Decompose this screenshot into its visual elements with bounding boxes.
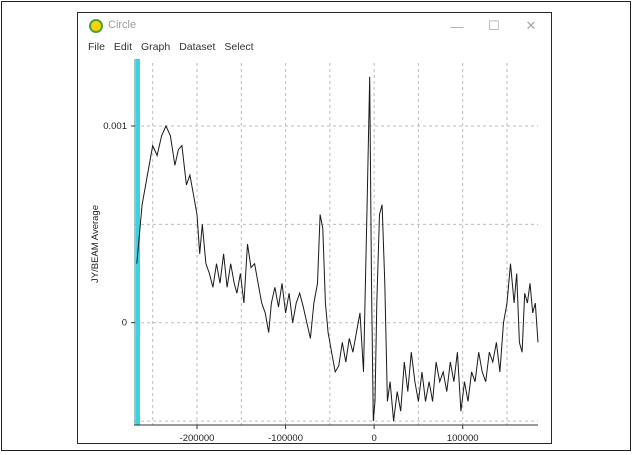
x-tick-label: 0 [371, 433, 376, 443]
plot-area[interactable]: -200000-10000001000000.0010FELO-HELJY/BE… [78, 55, 551, 455]
x-tick-label: 100000 [447, 433, 479, 443]
menu-edit[interactable]: Edit [113, 41, 133, 53]
x-tick-label: -200000 [180, 433, 215, 443]
y-axis-label: JY/BEAM Average [90, 205, 101, 283]
app-window: Circle — ☐ ✕ File Edit Graph Dataset Sel… [77, 12, 552, 455]
menu-graph[interactable]: Graph [141, 41, 171, 53]
spectrum-chart[interactable]: -200000-10000001000000.0010FELO-HELJY/BE… [78, 55, 551, 455]
menu-file[interactable]: File [88, 41, 105, 53]
maximize-button[interactable]: ☐ [488, 18, 500, 33]
grid-lines [135, 63, 538, 425]
circle-app-icon [89, 19, 103, 33]
menu-dataset[interactable]: Dataset [179, 41, 216, 53]
menu-select[interactable]: Select [224, 41, 254, 53]
x-tick-label: -100000 [268, 433, 303, 443]
series-line [136, 76, 539, 422]
minimize-button[interactable]: — [450, 18, 464, 34]
title-bar[interactable]: Circle — ☐ ✕ [78, 13, 551, 39]
menu-bar: File Edit Graph Dataset Select [78, 39, 551, 55]
y-tick-label: 0.001 [103, 121, 127, 132]
y-tick-label: 0 [122, 318, 127, 329]
axes [131, 125, 538, 429]
close-button[interactable]: ✕ [525, 18, 537, 33]
window-title: Circle [108, 19, 137, 31]
